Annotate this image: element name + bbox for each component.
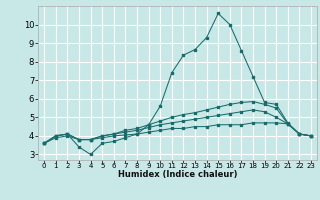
X-axis label: Humidex (Indice chaleur): Humidex (Indice chaleur) bbox=[118, 170, 237, 179]
